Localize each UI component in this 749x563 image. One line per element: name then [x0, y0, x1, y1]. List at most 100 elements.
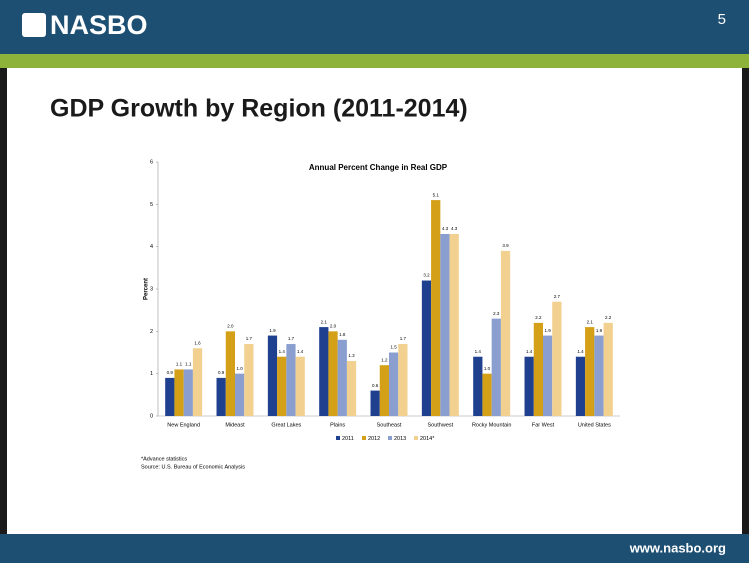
legend-swatch [362, 436, 366, 440]
bar [165, 377, 175, 416]
y-tick-label: 4 [150, 244, 153, 250]
bar [389, 352, 399, 416]
x-tick-label: Great Lakes [271, 422, 301, 428]
value-label: 1.0 [236, 366, 243, 371]
x-tick-label: Southeast [377, 422, 402, 428]
value-label: 4.3 [442, 226, 449, 231]
value-label: 1.4 [297, 349, 304, 354]
y-tick-label: 0 [150, 413, 153, 419]
bar [216, 377, 226, 416]
x-tick-label: New England [167, 422, 200, 428]
bar [244, 344, 254, 416]
bar [277, 356, 287, 416]
legend-label: 2011 [342, 436, 354, 442]
bar [585, 327, 595, 416]
x-tick-label: Mideast [225, 422, 245, 428]
bar [482, 373, 492, 416]
legend-label: 2012 [368, 436, 380, 442]
bar [346, 360, 357, 416]
bar [183, 369, 193, 416]
y-tick-label: 2 [150, 329, 153, 335]
value-label: 2.0 [227, 324, 234, 329]
bar [319, 327, 329, 416]
bar [235, 373, 245, 416]
value-label: 2.3 [493, 311, 500, 316]
value-label: 1.5 [390, 345, 397, 350]
bar [328, 331, 338, 416]
value-label: 2.2 [605, 315, 612, 320]
value-label: 1.1 [176, 362, 183, 367]
value-label: 1.8 [339, 332, 346, 337]
value-label: 2.1 [321, 319, 328, 324]
bar [431, 200, 441, 416]
value-label: 5.1 [433, 192, 440, 197]
y-tick-label: 5 [150, 202, 153, 208]
value-label: 1.7 [288, 336, 295, 341]
bar [267, 335, 278, 416]
value-label: 2.7 [554, 294, 561, 299]
bar [473, 356, 483, 416]
legend-label: 2013 [394, 436, 406, 442]
value-label: 1.4 [475, 349, 482, 354]
value-label: 3.2 [423, 273, 430, 278]
value-label: 0.9 [167, 370, 174, 375]
bar [575, 356, 586, 416]
x-tick-label: Southwest [427, 422, 453, 428]
bar [440, 233, 450, 416]
accent-stripe [0, 54, 749, 68]
y-tick-label: 1 [150, 371, 153, 377]
y-tick-label: 3 [150, 286, 153, 292]
bar [174, 369, 184, 416]
bar [286, 344, 296, 416]
value-label: 1.6 [194, 340, 201, 345]
bar [421, 280, 432, 416]
legend-swatch [336, 436, 340, 440]
value-label: 2.0 [330, 324, 337, 329]
x-tick-label: United States [578, 422, 611, 428]
note: Source: U.S. Bureau of Economic Analysis [141, 464, 245, 470]
bar [398, 344, 408, 416]
value-label: 1.1 [185, 362, 192, 367]
value-label: 1.9 [269, 328, 276, 333]
bar [524, 356, 534, 416]
bar [491, 318, 501, 416]
y-tick-label: 6 [150, 159, 153, 165]
legend-swatch [414, 436, 418, 440]
value-label: 1.4 [526, 349, 533, 354]
header-bar [0, 0, 749, 54]
content-area [7, 68, 742, 534]
bar [552, 301, 562, 416]
value-label: 1.7 [400, 336, 407, 341]
legend-label: 2014* [420, 436, 435, 442]
x-tick-label: Plains [330, 422, 345, 428]
bar [603, 322, 613, 416]
y-axis-label: Percent [144, 278, 150, 300]
bar [225, 331, 235, 416]
footer-url: www.nasbo.org [629, 540, 726, 555]
bar [379, 365, 389, 416]
value-label: 4.3 [451, 226, 458, 231]
bar [370, 390, 380, 416]
x-tick-label: Rocky Mountain [472, 422, 511, 428]
logo-text: NASBO [50, 10, 148, 40]
value-label: 1.4 [577, 349, 584, 354]
bar [192, 348, 203, 416]
bar [543, 335, 553, 416]
page-number: 5 [718, 11, 726, 28]
bar [500, 250, 511, 416]
value-label: 1.9 [596, 328, 603, 333]
value-label: 0.9 [218, 370, 225, 375]
note: *Advance statistics [141, 456, 187, 462]
logo-icon [22, 13, 46, 37]
value-label: 1.4 [279, 349, 286, 354]
chart-title: Annual Percent Change in Real GDP [309, 163, 448, 172]
value-label: 1.2 [381, 357, 388, 362]
value-label: 0.6 [372, 383, 379, 388]
value-label: 1.0 [484, 366, 491, 371]
value-label: 2.2 [535, 315, 542, 320]
bar [449, 233, 459, 416]
value-label: 1.3 [348, 353, 355, 358]
x-tick-label: Far West [532, 422, 555, 428]
